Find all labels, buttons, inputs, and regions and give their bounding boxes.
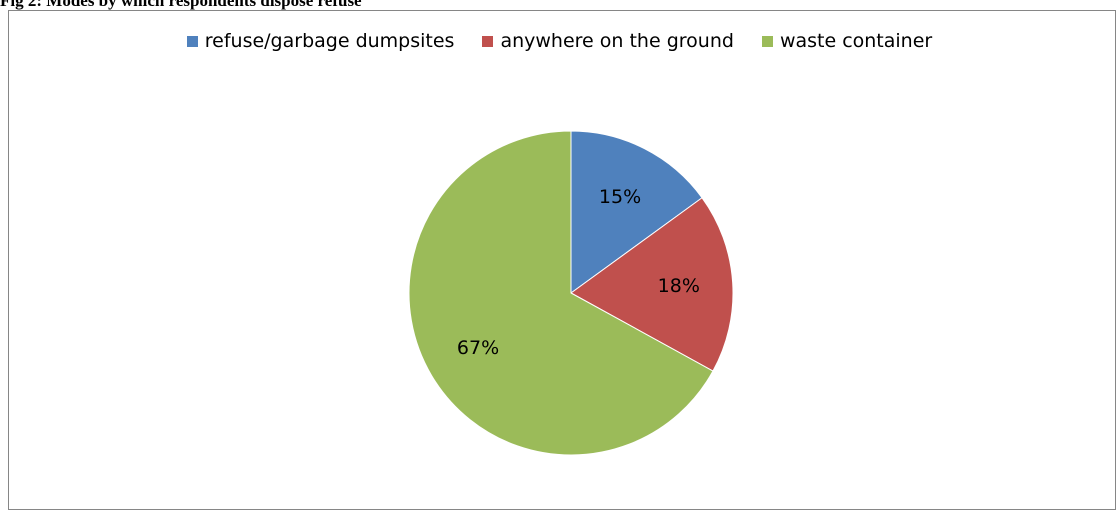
legend-swatch-ground [482, 35, 494, 47]
data-label-ground: 18% [658, 275, 700, 297]
figure-title: Fig 2: Modes by which respondents dispos… [0, 0, 362, 10]
chart-legend: refuse/garbage dumpsites anywhere on the… [0, 30, 1119, 52]
legend-item-container: waste container [761, 30, 933, 52]
legend-label-dumpsites: refuse/garbage dumpsites [204, 30, 455, 52]
legend-item-ground: anywhere on the ground [482, 30, 734, 52]
pie-slice-container [408, 130, 714, 456]
legend-label-container: waste container [779, 30, 933, 52]
legend-item-dumpsites: refuse/garbage dumpsites [186, 30, 455, 52]
data-label-dumpsites: 15% [599, 186, 641, 208]
legend-swatch-dumpsites [186, 35, 198, 47]
data-label-container: 67% [457, 337, 499, 359]
pie-slice-dumpsites [570, 130, 703, 294]
legend-label-ground: anywhere on the ground [500, 30, 734, 52]
legend-swatch-container [761, 35, 773, 47]
pie-slice-ground [570, 197, 734, 372]
